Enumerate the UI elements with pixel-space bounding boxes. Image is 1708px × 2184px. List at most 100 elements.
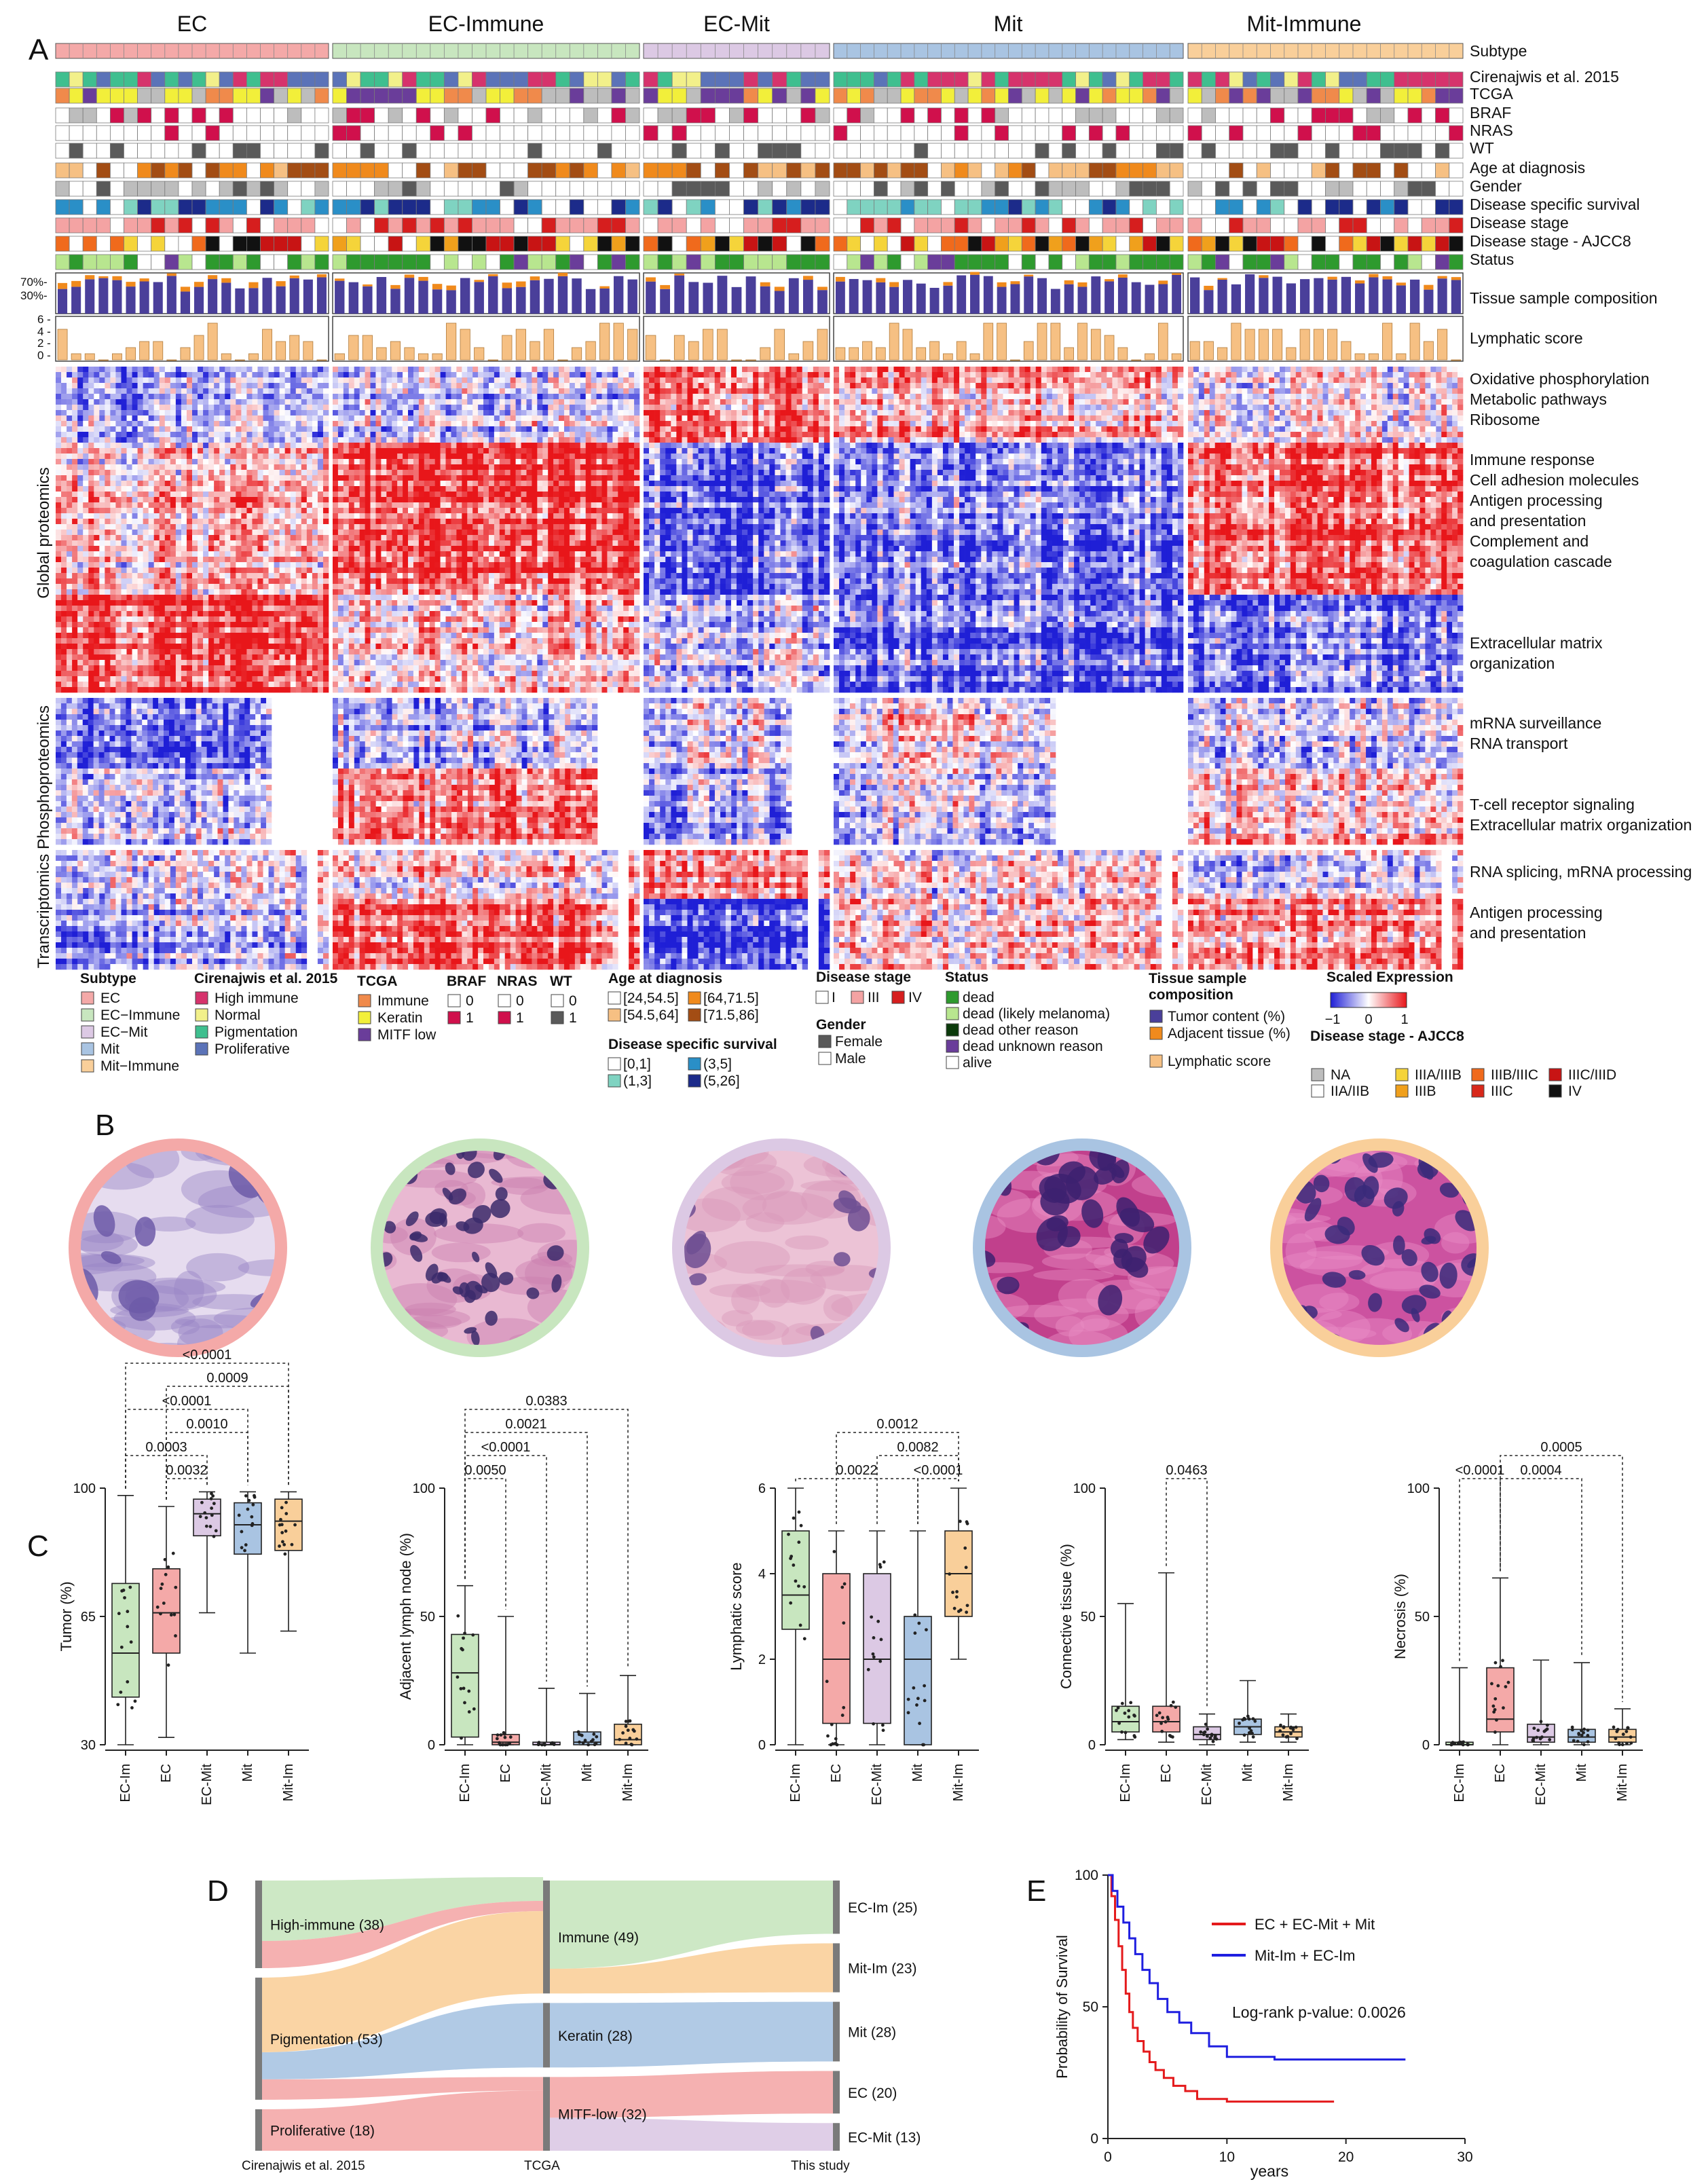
heatmap-cell — [269, 524, 274, 530]
heatmap-cell — [263, 388, 269, 394]
heatmap-cell — [208, 551, 214, 557]
heatmap-cell — [132, 415, 138, 421]
heatmap-cell — [115, 372, 121, 377]
annotation-cell — [1062, 181, 1076, 196]
heatmap-cell — [61, 497, 67, 502]
heatmap-cell — [99, 454, 105, 459]
heatmap-cell — [285, 519, 291, 524]
heatmap-cell — [143, 405, 149, 410]
heatmap-cell — [105, 524, 110, 530]
annotation-cell — [1229, 163, 1243, 178]
annotation-cell — [472, 163, 486, 178]
annotation-cell — [388, 255, 403, 270]
heatmap-cell — [56, 519, 61, 524]
heatmap-cell — [301, 394, 307, 399]
heatmap-cell — [72, 481, 77, 486]
lymph-bar — [194, 335, 204, 360]
heatmap-cell — [274, 388, 280, 394]
heatmap-cell — [187, 388, 192, 394]
heatmap-cell — [56, 492, 61, 497]
heatmap-cell — [121, 513, 126, 519]
tumor-bar — [903, 280, 912, 314]
heatmap-cell — [170, 405, 176, 410]
annotation-cell — [597, 181, 612, 196]
heatmap-cell — [110, 383, 115, 388]
adjacent-bar — [1010, 281, 1020, 284]
heatmap-cell — [208, 367, 214, 372]
lymph-bar — [1438, 329, 1447, 360]
heatmap-cell — [72, 432, 77, 437]
tumor-bar — [1078, 286, 1088, 314]
heatmap-cell — [219, 459, 225, 464]
annotation-cell — [388, 181, 403, 196]
heatmap-cell — [94, 443, 99, 448]
heatmap-cell — [291, 415, 296, 421]
annotation-cell — [1170, 181, 1183, 196]
heatmap-cell — [72, 524, 77, 530]
heatmap-cell — [149, 448, 154, 454]
heatmap-cell — [132, 497, 138, 502]
lymph-bar — [71, 354, 81, 360]
heatmap-cell — [307, 524, 312, 530]
subtype-header-mit: Mit — [994, 12, 1023, 36]
annotation-cell — [612, 181, 626, 196]
annotation-cell — [110, 236, 124, 251]
annotation-cell — [1229, 181, 1243, 196]
heatmap-cell — [110, 426, 115, 432]
annotation-cell — [1049, 163, 1062, 178]
heatmap-cell — [77, 475, 83, 481]
annotation-cell — [1009, 181, 1022, 196]
heatmap-cell — [115, 519, 121, 524]
heatmap-cell — [285, 459, 291, 464]
heatmap-cell — [219, 367, 225, 372]
annotation-cell — [625, 72, 639, 87]
annotation-cell — [1353, 108, 1367, 123]
heatmap-cell — [307, 405, 312, 410]
annotation-cell — [672, 108, 686, 123]
annotation-cell — [151, 236, 165, 251]
heatmap-cell — [236, 497, 241, 502]
heatmap-cell — [160, 524, 165, 530]
annotation-cell — [333, 143, 347, 158]
heatmap-cell — [225, 383, 230, 388]
heatmap-cell — [61, 502, 67, 508]
tumor-bar — [363, 286, 372, 314]
adjacent-bar — [1369, 274, 1378, 278]
annotation-cell — [941, 88, 954, 103]
annotation-cell — [658, 163, 672, 178]
heatmap-cell — [241, 546, 246, 551]
heatmap-cell — [246, 421, 252, 426]
adjacent-bar — [646, 277, 656, 281]
heatmap-cell — [115, 464, 121, 470]
heatmap-cell — [160, 383, 165, 388]
heatmap-cell — [312, 508, 318, 513]
annotation-cell — [233, 255, 246, 270]
annotation-cell — [165, 236, 179, 251]
annotation-cell — [744, 126, 758, 141]
annotation-cell — [887, 236, 901, 251]
heatmap-cell — [198, 383, 203, 388]
annotation-cell — [1202, 72, 1215, 87]
lymph-bar — [1104, 335, 1114, 360]
annotation-cell — [430, 126, 445, 141]
heatmap-cell — [143, 535, 149, 540]
heatmap-cell — [99, 497, 105, 502]
heatmap-cell — [88, 459, 94, 464]
heatmap-cell — [88, 383, 94, 388]
heatmap-cell — [241, 367, 246, 372]
heatmap-cell — [181, 481, 187, 486]
annotation-cell — [206, 200, 219, 215]
annotation-cell — [444, 181, 458, 196]
adjacent-bar — [390, 285, 400, 289]
heatmap-cell — [203, 557, 208, 562]
heatmap-cell — [61, 492, 67, 497]
heatmap-cell — [94, 551, 99, 557]
heatmap-cell — [214, 508, 219, 513]
annotation-cell — [887, 200, 901, 215]
heatmap-cell — [252, 388, 257, 394]
heatmap-cell — [138, 497, 143, 502]
subtype-bar — [644, 43, 830, 58]
heatmap-cell — [105, 508, 110, 513]
heatmap-cell — [230, 551, 236, 557]
lymph-bar — [916, 348, 926, 360]
